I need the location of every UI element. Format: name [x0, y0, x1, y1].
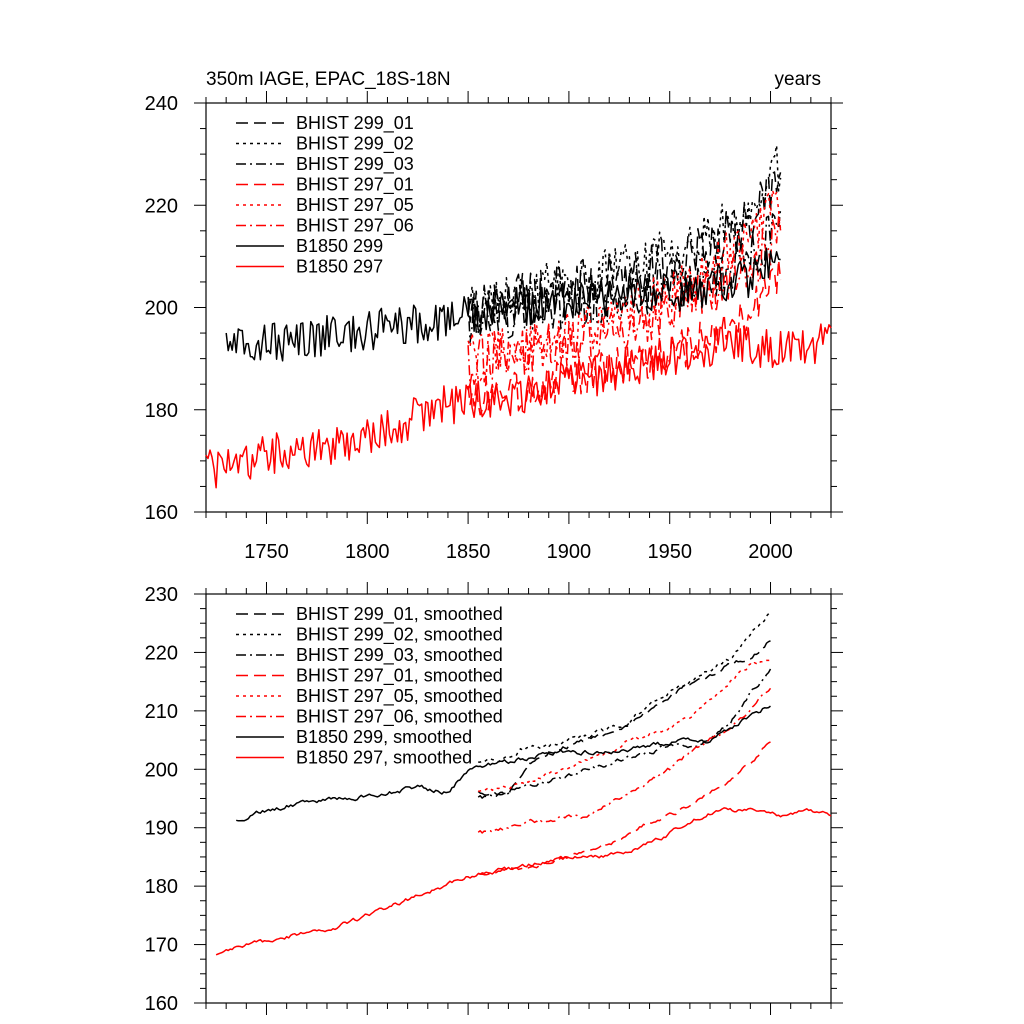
legend-label: BHIST 299_02, smoothed [296, 625, 503, 646]
y-tick-label: 220 [145, 642, 178, 664]
series-line-bhist-299-01-smoothed [477, 640, 771, 796]
legend-label: BHIST 297_05, smoothed [296, 686, 503, 707]
series-line-b1850-299 [225, 247, 781, 362]
y-tick-label: 220 [145, 195, 178, 217]
chart-title: 350m IAGE, EPAC_18S-18N [206, 69, 451, 90]
series-line-bhist-299-03 [467, 208, 782, 343]
x-tick-label: 1800 [345, 541, 390, 563]
legend-label: BHIST 299_03, smoothed [296, 645, 503, 666]
series-line-bhist-297-05-smoothed [478, 659, 771, 792]
y-tick-label: 210 [145, 701, 178, 723]
y-tick-label: 170 [145, 935, 178, 957]
legend-label: BHIST 297_01 [296, 175, 414, 196]
legend-label: B1850 299 [296, 236, 383, 256]
x-tick-label: 1850 [446, 541, 491, 563]
y-tick-label: 200 [145, 298, 178, 320]
y-tick-label: 180 [145, 876, 178, 898]
legend-label: BHIST 297_06 [296, 216, 414, 237]
legend-label: B1850 299, smoothed [296, 727, 472, 747]
series-line-bhist-297-05 [467, 189, 782, 382]
legend-label: BHIST 299_03 [296, 154, 414, 175]
y-tick-label: 200 [145, 759, 178, 781]
legend-label: BHIST 299_01 [296, 113, 414, 134]
series-line-bhist-297-06 [467, 216, 782, 386]
legend-label: BHIST 297_06, smoothed [296, 707, 503, 728]
series-line-bhist-297-01 [467, 259, 782, 416]
y-tick-label: 160 [145, 502, 178, 524]
legend-label: BHIST 297_05 [296, 195, 414, 216]
legend-label: BHIST 299_02 [296, 134, 414, 155]
series-line-bhist-297-01-smoothed [477, 741, 771, 876]
x-tick-label: 2000 [748, 541, 793, 563]
series-line-bhist-299-02-smoothed [478, 610, 772, 763]
top-panel: 350m IAGE, EPAC_18S-18N years 1750 1800 1850… [145, 69, 843, 563]
x-tick-label: 1950 [647, 541, 692, 563]
chart-units: years [775, 69, 821, 90]
y-tick-label: 240 [145, 93, 178, 115]
series-line-bhist-299-03-smoothed [477, 668, 772, 799]
x-tick-label: 1750 [244, 541, 289, 563]
legend-label: B1850 297 [296, 257, 383, 277]
legend-label: BHIST 299_01, smoothed [296, 604, 503, 625]
series-line-b1850-297-smoothed [215, 807, 832, 956]
legend-label: B1850 297, smoothed [296, 748, 472, 768]
series-line-bhist-299-01 [467, 171, 782, 331]
y-tick-label: 160 [145, 993, 178, 1015]
bottom-panel: 160 170 180 190 200 210 220 230 BHIST 299_01, sm… [145, 582, 843, 1015]
y-tick-label: 190 [145, 818, 178, 840]
series-line-bhist-297-06-smoothed [477, 687, 772, 834]
x-tick-label: 1900 [547, 541, 592, 563]
y-tick-label: 230 [145, 584, 178, 606]
y-tick-label: 180 [145, 400, 178, 422]
legend-label: BHIST 297_01, smoothed [296, 666, 503, 687]
series-line-b1850-297 [205, 323, 832, 489]
series-line-b1850-299-smoothed [236, 705, 771, 822]
